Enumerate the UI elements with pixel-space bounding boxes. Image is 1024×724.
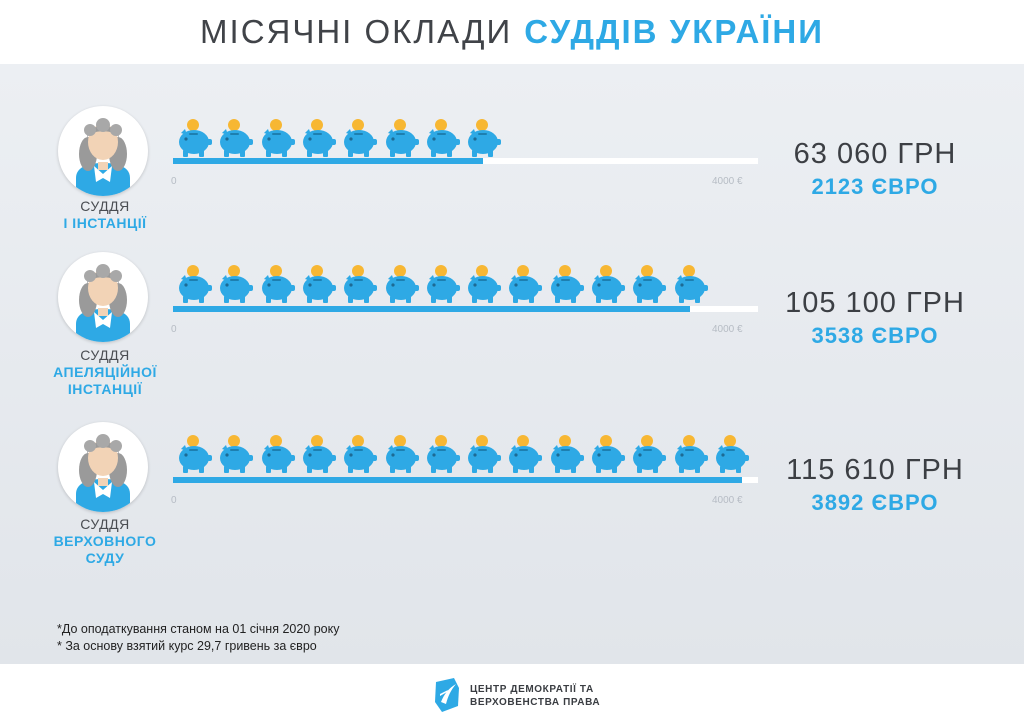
piggy-bank-icon bbox=[671, 434, 709, 474]
piggy-bank-icon bbox=[423, 264, 461, 304]
piggy-bank-icon bbox=[382, 264, 420, 304]
bar-fill bbox=[173, 306, 691, 312]
piggy-bank-icon bbox=[423, 434, 461, 474]
piggy-bank-icon bbox=[299, 434, 337, 474]
tick-label-min: 0 bbox=[171, 495, 177, 506]
piggy-bank-icon bbox=[547, 264, 585, 304]
role-label: СУДДЯ ВЕРХОВНОГО СУДУ bbox=[30, 516, 180, 567]
bar-fill bbox=[173, 477, 743, 483]
piggy-bank-icon bbox=[547, 434, 585, 474]
role-label: СУДДЯ АПЕЛЯЦІЙНОЇ ІНСТАНЦІЇ bbox=[30, 347, 180, 398]
piggy-bank-icon bbox=[340, 264, 378, 304]
salary-row: СУДДЯ ВЕРХОВНОГО СУДУ 0 4000 € 115 610 Г… bbox=[0, 422, 1024, 592]
role-label: СУДДЯ І ІНСТАНЦІЇ bbox=[30, 198, 180, 232]
footer bbox=[0, 664, 1024, 724]
piggy-bank-icon bbox=[258, 434, 296, 474]
piggy-bank-icon bbox=[382, 118, 420, 158]
role-line-2: І ІНСТАНЦІЇ bbox=[63, 215, 147, 231]
org-name-line-2: ВЕРХОВЕНСТВА ПРАВА bbox=[470, 697, 601, 708]
judge-avatar-icon bbox=[58, 252, 148, 342]
bar-track bbox=[173, 477, 758, 483]
judge-avatar-icon bbox=[58, 106, 148, 196]
piggy-bank-icon bbox=[629, 434, 667, 474]
salary-value: 115 610 ГРН 3892 ЄВРО bbox=[765, 454, 985, 516]
footnote-1: *До оподаткування станом на 01 січня 202… bbox=[57, 622, 340, 636]
piggy-bank-icon bbox=[464, 434, 502, 474]
piggy-bank-icon bbox=[216, 264, 254, 304]
tick-label-max: 4000 € bbox=[712, 324, 743, 335]
piggy-bank-icon bbox=[175, 118, 213, 158]
tick-label-min: 0 bbox=[171, 324, 177, 335]
role-line-3: СУДУ bbox=[85, 550, 125, 566]
org-name: ЦЕНТР ДЕМОКРАТІЇ ТА ВЕРХОВЕНСТВА ПРАВА bbox=[470, 683, 600, 709]
chart-panel bbox=[0, 64, 1024, 664]
tick-label-min: 0 bbox=[171, 176, 177, 187]
piggy-bank-icon bbox=[299, 118, 337, 158]
tick-label-max: 4000 € bbox=[712, 495, 743, 506]
salary-uah: 115 610 ГРН bbox=[786, 454, 964, 486]
bar-track bbox=[173, 306, 758, 312]
salary-value: 63 060 ГРН 2123 ЄВРО bbox=[765, 138, 985, 200]
role-line-1: СУДДЯ bbox=[80, 347, 130, 363]
piggy-bank-icon bbox=[382, 434, 420, 474]
cdrl-logo-icon bbox=[432, 676, 462, 714]
piggy-bank-icon bbox=[175, 264, 213, 304]
salary-row: СУДДЯ АПЕЛЯЦІЙНОЇ ІНСТАНЦІЇ 0 4000 € 105… bbox=[0, 252, 1024, 422]
piggy-bank-icon bbox=[216, 434, 254, 474]
pictogram-bar bbox=[175, 434, 765, 474]
title-part-1: МІСЯЧНІ ОКЛАДИ bbox=[200, 13, 513, 50]
role-line-1: СУДДЯ bbox=[80, 516, 130, 532]
footnotes: *До оподаткування станом на 01 січня 202… bbox=[57, 621, 340, 655]
piggy-bank-icon bbox=[340, 434, 378, 474]
piggy-bank-icon bbox=[258, 118, 296, 158]
piggy-bank-icon bbox=[464, 264, 502, 304]
piggy-bank-icon bbox=[258, 264, 296, 304]
piggy-bank-icon bbox=[216, 118, 254, 158]
piggy-bank-icon bbox=[505, 434, 543, 474]
judge-avatar-icon bbox=[58, 422, 148, 512]
piggy-bank-icon bbox=[588, 434, 626, 474]
salary-value: 105 100 ГРН 3538 ЄВРО bbox=[765, 287, 985, 349]
pictogram-bar bbox=[175, 264, 765, 304]
salary-uah: 105 100 ГРН bbox=[785, 287, 965, 319]
piggy-bank-icon bbox=[340, 118, 378, 158]
piggy-bank-icon bbox=[175, 434, 213, 474]
piggy-bank-icon bbox=[712, 434, 750, 474]
role-line-3: ІНСТАНЦІЇ bbox=[67, 381, 143, 397]
tick-label-max: 4000 € bbox=[712, 176, 743, 187]
role-line-1: СУДДЯ bbox=[80, 198, 130, 214]
piggy-bank-icon bbox=[505, 264, 543, 304]
piggy-bank-icon bbox=[299, 264, 337, 304]
bar-fill bbox=[173, 158, 484, 164]
salary-row: СУДДЯ І ІНСТАНЦІЇ 0 4000 € 63 060 ГРН 21… bbox=[0, 106, 1024, 276]
piggy-bank-icon bbox=[423, 118, 461, 158]
piggy-bank-icon bbox=[671, 264, 709, 304]
bar-track bbox=[173, 158, 758, 164]
page-title: МІСЯЧНІ ОКЛАДИ СУДДІВ УКРАЇНИ bbox=[0, 0, 1024, 64]
piggy-bank-icon bbox=[464, 118, 502, 158]
role-line-2: ВЕРХОВНОГО bbox=[53, 533, 157, 549]
salary-eur: 3538 ЄВРО bbox=[811, 323, 939, 348]
pictogram-bar bbox=[175, 118, 765, 158]
salary-eur: 2123 ЄВРО bbox=[811, 174, 939, 199]
title-part-2: СУДДІВ УКРАЇНИ bbox=[524, 13, 824, 50]
role-line-2: АПЕЛЯЦІЙНОЇ bbox=[53, 364, 157, 380]
footnote-2: * За основу взятий курс 29,7 гривень за … bbox=[57, 639, 317, 653]
org-name-line-1: ЦЕНТР ДЕМОКРАТІЇ ТА bbox=[470, 684, 594, 695]
piggy-bank-icon bbox=[588, 264, 626, 304]
piggy-bank-icon bbox=[629, 264, 667, 304]
salary-eur: 3892 ЄВРО bbox=[811, 490, 939, 515]
salary-uah: 63 060 ГРН bbox=[793, 138, 957, 170]
